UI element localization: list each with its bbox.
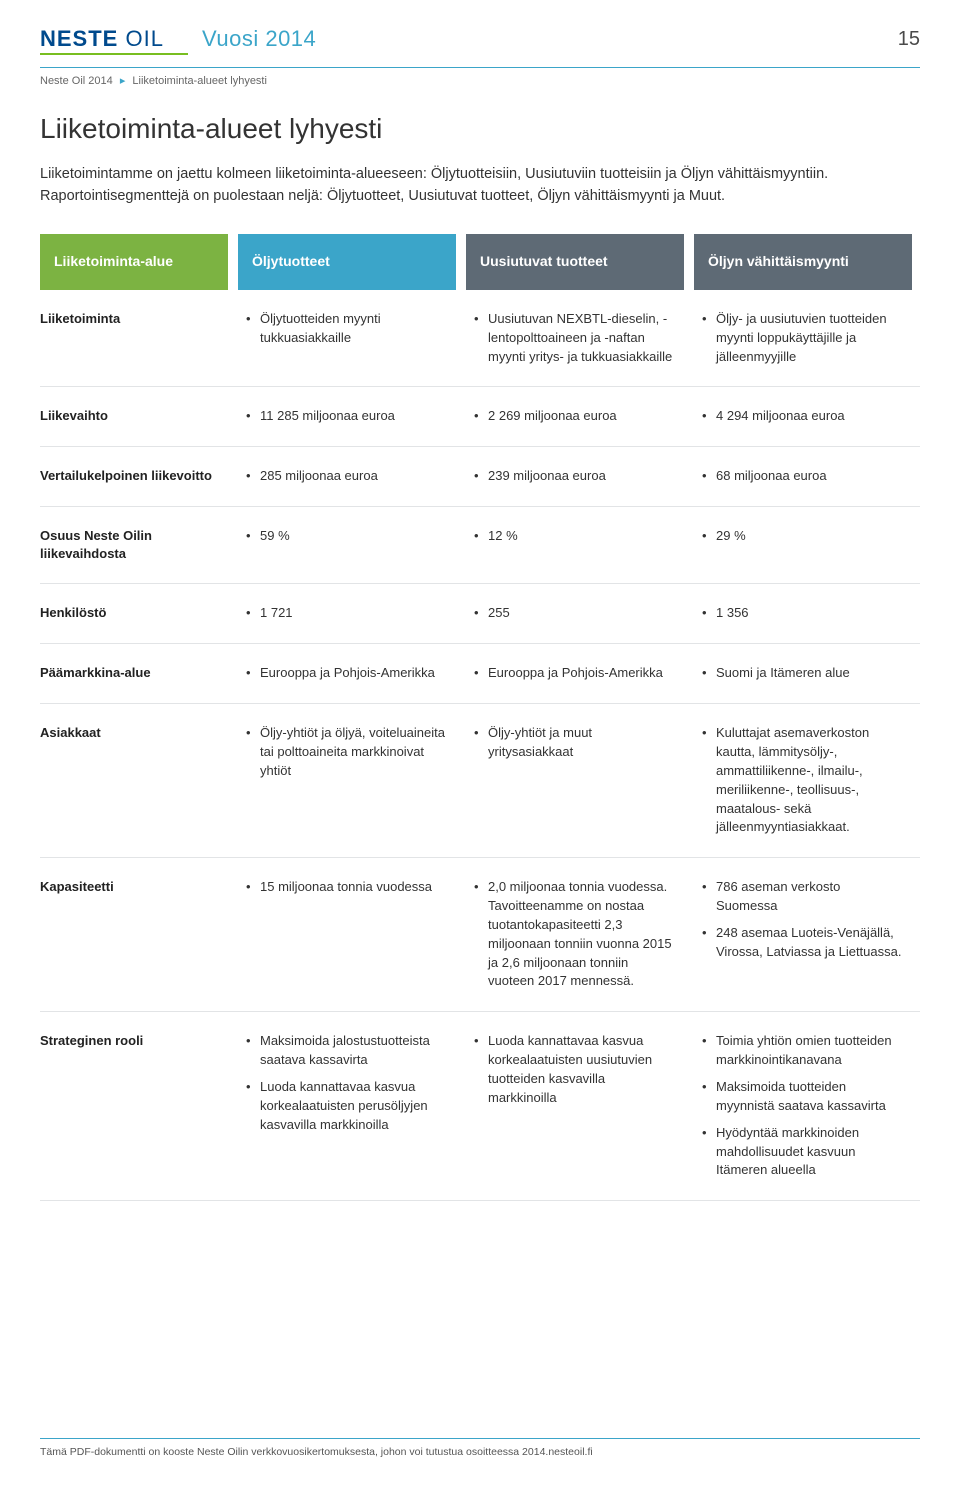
- table-cell: Luoda kannattavaa kasvua korkealaatuiste…: [466, 1026, 684, 1186]
- cell-bullet: Toimia yhtiön omien tuotteiden markkinoi…: [702, 1032, 904, 1070]
- row-label: Vertailukelpoinen liikevoitto: [40, 467, 224, 485]
- year-tag: Vuosi 2014: [202, 24, 316, 55]
- cell-bullet: 59 %: [246, 527, 448, 546]
- table-row: Strateginen rooli Maksimoida jalostustuot…: [40, 1012, 920, 1201]
- table-cell: 29 %: [694, 521, 912, 569]
- table-cell: Kuluttajat asemaverkoston kautta, lämmit…: [694, 718, 912, 843]
- intro-paragraph: Liiketoimintamme on jaettu kolmeen liike…: [40, 164, 860, 208]
- cell-bullet: Kuluttajat asemaverkoston kautta, lämmit…: [702, 724, 904, 837]
- footer-text: Tämä PDF-dokumentti on kooste Neste Oili…: [40, 1446, 593, 1458]
- table-cell: Öljy-yhtiöt ja muut yritysasiakkaat: [466, 718, 684, 843]
- table-cell: Suomi ja Itämeren alue: [694, 658, 912, 689]
- breadcrumb-part-2: Liiketoiminta-alueet lyhyesti: [132, 75, 267, 87]
- cell-bullet: 68 miljoonaa euroa: [702, 467, 904, 486]
- logo: NESTE OIL: [40, 24, 188, 55]
- table-cell: 59 %: [238, 521, 456, 569]
- breadcrumb-sep: ▸: [120, 75, 126, 87]
- breadcrumb-part-1: Neste Oil 2014: [40, 75, 113, 87]
- page-number: 15: [898, 25, 920, 53]
- cell-bullet: Hyödyntää markkinoiden mahdollisuudet ka…: [702, 1124, 904, 1181]
- table-row: Päämarkkina-alue Eurooppa ja Pohjois-Amer…: [40, 644, 920, 704]
- table-cell: Öljytuotteiden myynti tukkuasiakkaille: [238, 304, 456, 373]
- row-label: Päämarkkina-alue: [40, 664, 224, 682]
- table-cell: 285 miljoonaa euroa: [238, 461, 456, 492]
- cell-bullet: Öljy-yhtiöt ja öljyä, voiteluaineita tai…: [246, 724, 448, 781]
- header-pill-renewable: Uusiutuvat tuotteet: [466, 234, 684, 290]
- table-cell: 1 356: [694, 598, 912, 629]
- cell-bullet: 255: [474, 604, 676, 623]
- table-cell: Uusiutuvan NEXBTL-dieselin, -lentopoltto…: [466, 304, 684, 373]
- table-cell: Öljy- ja uusiutuvien tuotteiden myynti l…: [694, 304, 912, 373]
- cell-bullet: 11 285 miljoonaa euroa: [246, 407, 448, 426]
- table-cell: Maksimoida jalostustuotteista saatava ka…: [238, 1026, 456, 1186]
- cell-bullet: Öljy-yhtiöt ja muut yritysasiakkaat: [474, 724, 676, 762]
- header-pill-retail: Öljyn vähittäismyynti: [694, 234, 912, 290]
- table-cell: Eurooppa ja Pohjois-Amerikka: [238, 658, 456, 689]
- table-row: Liiketoiminta Öljytuotteiden myynti tukku…: [40, 290, 920, 388]
- page-footer: Tämä PDF-dokumentti on kooste Neste Oili…: [40, 1438, 920, 1470]
- table-header-row: Liiketoiminta-alue Öljytuotteet Uusiutuv…: [40, 234, 920, 290]
- row-label: Kapasiteetti: [40, 878, 224, 896]
- logo-text-b: OIL: [125, 26, 163, 51]
- header-pill-oil-products: Öljytuotteet: [238, 234, 456, 290]
- cell-bullet: Öljytuotteiden myynti tukkuasiakkaille: [246, 310, 448, 348]
- cell-bullet: Luoda kannattavaa kasvua korkealaatuiste…: [474, 1032, 676, 1107]
- cell-bullet: Eurooppa ja Pohjois-Amerikka: [246, 664, 448, 683]
- table-row: Kapasiteetti 15 miljoonaa tonnia vuodessa…: [40, 858, 920, 1012]
- cell-bullet: Luoda kannattavaa kasvua korkealaatuiste…: [246, 1078, 448, 1135]
- table-cell: 239 miljoonaa euroa: [466, 461, 684, 492]
- table-cell: 12 %: [466, 521, 684, 569]
- row-label: Liikevaihto: [40, 407, 224, 425]
- table-cell: 1 721: [238, 598, 456, 629]
- table-cell: 2 269 miljoonaa euroa: [466, 401, 684, 432]
- cell-bullet: Öljy- ja uusiutuvien tuotteiden myynti l…: [702, 310, 904, 367]
- row-label: Osuus Neste Oilin liikevaihdosta: [40, 527, 224, 563]
- table-cell: 68 miljoonaa euroa: [694, 461, 912, 492]
- row-label: Henkilöstö: [40, 604, 224, 622]
- table-cell: 255: [466, 598, 684, 629]
- table-cell: 2,0 miljoonaa tonnia vuodessa. Tavoittee…: [466, 872, 684, 997]
- cell-bullet: Maksimoida jalostustuotteista saatava ka…: [246, 1032, 448, 1070]
- cell-bullet: 1 356: [702, 604, 904, 623]
- cell-bullet: 248 asemaa Luoteis-Venäjällä, Virossa, L…: [702, 924, 904, 962]
- table-row: Asiakkaat Öljy-yhtiöt ja öljyä, voiteluai…: [40, 704, 920, 858]
- table-row: Henkilöstö 1 721 255 1 356: [40, 584, 920, 644]
- business-areas-table: Liiketoiminta-alue Öljytuotteet Uusiutuv…: [40, 234, 920, 1201]
- header-pill-label: Liiketoiminta-alue: [40, 234, 228, 290]
- cell-bullet: 2 269 miljoonaa euroa: [474, 407, 676, 426]
- cell-bullet: 239 miljoonaa euroa: [474, 467, 676, 486]
- table-cell: 15 miljoonaa tonnia vuodessa: [238, 872, 456, 997]
- cell-bullet: 1 721: [246, 604, 448, 623]
- cell-bullet: 786 aseman verkosto Suomessa: [702, 878, 904, 916]
- cell-bullet: Suomi ja Itämeren alue: [702, 664, 904, 683]
- cell-bullet: Uusiutuvan NEXBTL-dieselin, -lentopoltto…: [474, 310, 676, 367]
- table-row: Vertailukelpoinen liikevoitto 285 miljoon…: [40, 447, 920, 507]
- table-cell: Toimia yhtiön omien tuotteiden markkinoi…: [694, 1026, 912, 1186]
- cell-bullet: Eurooppa ja Pohjois-Amerikka: [474, 664, 676, 683]
- logo-underline: [40, 53, 188, 55]
- breadcrumb: Neste Oil 2014 ▸ Liiketoiminta-alueet ly…: [40, 74, 920, 89]
- page-header: NESTE OIL Vuosi 2014 15: [40, 24, 920, 67]
- page-title: Liiketoiminta-alueet lyhyesti: [40, 109, 920, 148]
- table-cell: 11 285 miljoonaa euroa: [238, 401, 456, 432]
- table-cell: 786 aseman verkosto Suomessa 248 asemaa L…: [694, 872, 912, 997]
- row-label: Strateginen rooli: [40, 1032, 224, 1050]
- cell-bullet: 29 %: [702, 527, 904, 546]
- cell-bullet: 4 294 miljoonaa euroa: [702, 407, 904, 426]
- table-cell: Eurooppa ja Pohjois-Amerikka: [466, 658, 684, 689]
- logo-text-a: NESTE: [40, 26, 125, 51]
- cell-bullet: 15 miljoonaa tonnia vuodessa: [246, 878, 448, 897]
- table-row: Osuus Neste Oilin liikevaihdosta 59 % 12 %…: [40, 507, 920, 584]
- cell-bullet: Maksimoida tuotteiden myynnistä saatava …: [702, 1078, 904, 1116]
- table-cell: 4 294 miljoonaa euroa: [694, 401, 912, 432]
- cell-bullet: 2,0 miljoonaa tonnia vuodessa. Tavoittee…: [474, 878, 676, 991]
- table-row: Liikevaihto 11 285 miljoonaa euroa 2 269 m…: [40, 387, 920, 447]
- cell-bullet: 285 miljoonaa euroa: [246, 467, 448, 486]
- row-label: Asiakkaat: [40, 724, 224, 742]
- row-label: Liiketoiminta: [40, 310, 224, 328]
- table-cell: Öljy-yhtiöt ja öljyä, voiteluaineita tai…: [238, 718, 456, 843]
- header-rule: [40, 67, 920, 68]
- cell-bullet: 12 %: [474, 527, 676, 546]
